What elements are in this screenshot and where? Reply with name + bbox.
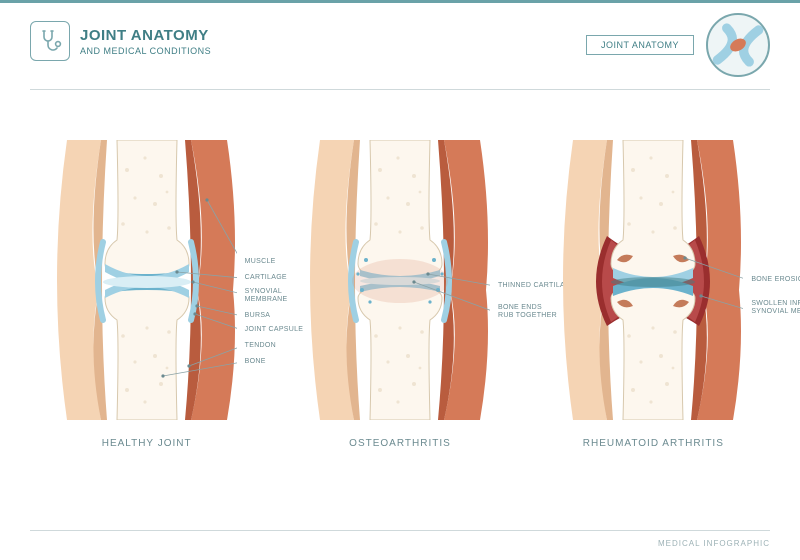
- footer: MEDICAL INFOGRAPHIC: [30, 530, 770, 548]
- header-title: JOINT ANATOMY: [80, 27, 211, 44]
- footer-text: MEDICAL INFOGRAPHIC: [658, 539, 770, 548]
- caption-healthy: HEALTHY JOINT: [27, 438, 267, 449]
- panel-ra: BONE EROSION SWOLLEN INFLAMMEDSYNOVIAL M…: [533, 140, 773, 449]
- lbl-tendon: TENDON: [245, 342, 276, 349]
- joint-osteo: THINNED CARTILAGE BONE ENDSRUB TOGETHER: [310, 140, 490, 420]
- header-subtitle: AND MEDICAL CONDITIONS: [80, 46, 211, 56]
- joint-ra: BONE EROSION SWOLLEN INFLAMMEDSYNOVIAL M…: [563, 140, 743, 420]
- header-right: JOINT ANATOMY: [586, 13, 770, 77]
- lbl-erosion: BONE EROSION: [751, 276, 800, 283]
- tag-pill: JOINT ANATOMY: [586, 35, 694, 55]
- header-titles: JOINT ANATOMY AND MEDICAL CONDITIONS: [80, 27, 211, 56]
- lbl-muscle: MUSCLE: [245, 258, 276, 265]
- header: JOINT ANATOMY AND MEDICAL CONDITIONS JOI…: [0, 0, 800, 90]
- stethoscope-icon: [30, 21, 70, 61]
- badge-icon: [706, 13, 770, 77]
- diagram-stage: MUSCLE CARTILAGE SYNOVIALMEMBRANE BURSA …: [0, 90, 800, 449]
- header-left: JOINT ANATOMY AND MEDICAL CONDITIONS: [30, 21, 211, 61]
- caption-ra: RHEUMATOID ARTHRITIS: [533, 438, 773, 449]
- lbl-bursa: BURSA: [245, 312, 271, 319]
- panel-healthy: MUSCLE CARTILAGE SYNOVIALMEMBRANE BURSA …: [27, 140, 267, 449]
- joint-healthy: MUSCLE CARTILAGE SYNOVIALMEMBRANE BURSA …: [57, 140, 237, 420]
- caption-osteo: OSTEOARTHRITIS: [280, 438, 520, 449]
- panel-osteo: THINNED CARTILAGE BONE ENDSRUB TOGETHER …: [280, 140, 520, 449]
- lbl-bone: BONE: [245, 358, 266, 365]
- lbl-swollen: SWOLLEN INFLAMMEDSYNOVIAL MEMBRANE: [751, 300, 800, 315]
